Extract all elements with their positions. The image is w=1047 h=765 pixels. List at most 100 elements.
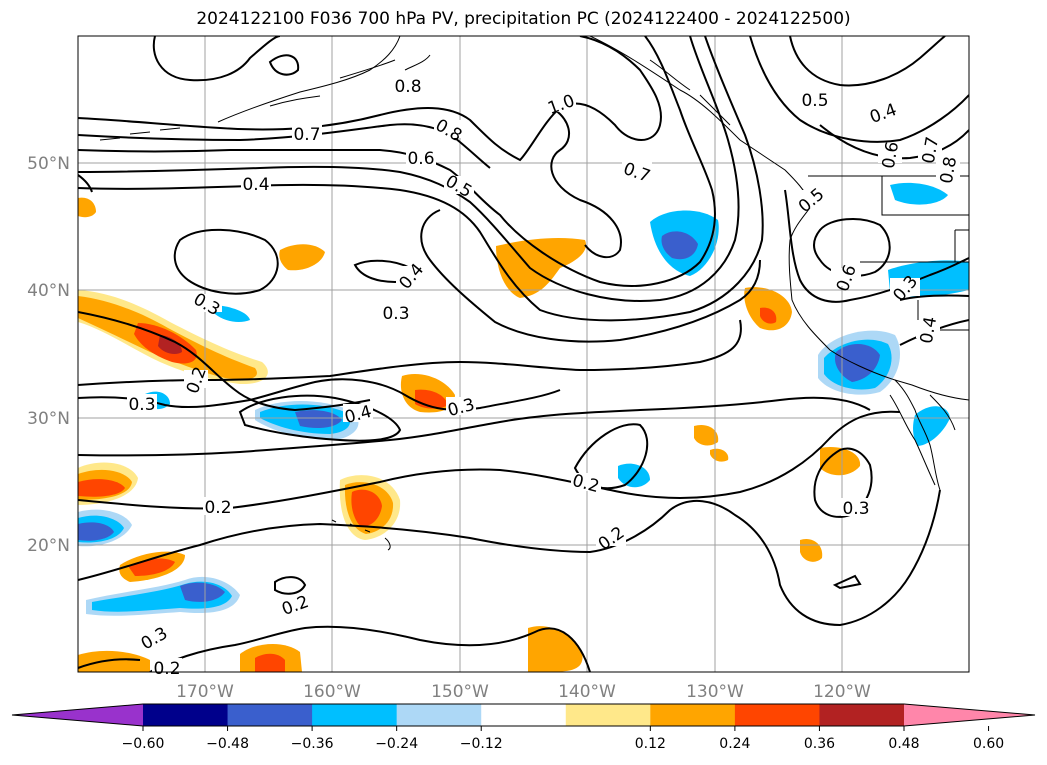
pv-contour (813, 218, 891, 277)
coastline-baja (889, 394, 956, 486)
graticule (78, 36, 969, 672)
colorbar-tick-label: −0.60 (122, 736, 165, 752)
contour-labels: 0.8 0.7 1.0 0.8 0.6 0.4 0.5 0.7 0.5 0.4 … (127, 76, 961, 679)
pv-contour (832, 574, 862, 590)
lat-label: 30°N (27, 409, 70, 429)
colorbar-segment (312, 704, 398, 726)
border-us-mexico (894, 379, 969, 401)
longitude-labels: 170°W 160°W 150°W 140°W 130°W 120°W (176, 682, 871, 702)
lon-label: 140°W (558, 682, 616, 702)
precip-blob (760, 307, 777, 324)
coastline-british-columbia (589, 36, 941, 491)
pv-contour (238, 394, 402, 442)
contour-label: 0.6 (879, 140, 903, 170)
precip-blob (661, 231, 698, 260)
coastline-alaska (217, 36, 401, 123)
colorbar-segment (396, 704, 482, 726)
lat-label: 20°N (27, 536, 70, 556)
colorbar-segment (734, 704, 820, 726)
pv-contour (78, 36, 716, 287)
precip-blob (834, 344, 880, 382)
colorbar-segment (565, 704, 651, 726)
pv-contour (789, 36, 946, 87)
pv-contour (78, 36, 740, 302)
precip-blob (496, 238, 586, 298)
precip-blob (820, 446, 861, 476)
lon-label: 160°W (303, 682, 361, 702)
colorbar-tick-label: −0.24 (375, 736, 418, 752)
colorbar-extend-high (904, 704, 1035, 726)
map-frame (77, 35, 970, 673)
coastline-islands (649, 59, 731, 126)
colorbar-tick-label: 0.24 (719, 736, 750, 752)
colorbar-tick-label: 0.48 (888, 736, 919, 752)
pv-contour (78, 396, 871, 457)
colorbar-tick-label: −0.48 (206, 736, 249, 752)
precip-blob (78, 197, 96, 218)
precip-blob (279, 244, 325, 271)
colorbar-segment (650, 704, 736, 726)
contour-label: 0.7 (293, 125, 320, 145)
precip-blob (351, 489, 382, 527)
contour-label: 0.8 (937, 155, 961, 185)
lat-label: 50°N (27, 154, 70, 174)
contour-label: 0.3 (842, 499, 869, 519)
precip-blob (913, 406, 950, 446)
colorbar-segment (227, 704, 313, 726)
aleutians (99, 127, 181, 141)
pv-contour (819, 124, 969, 160)
pv-contour (78, 319, 742, 386)
pv-contour (173, 228, 279, 295)
pv-contour (78, 311, 371, 412)
lon-label: 130°W (686, 682, 744, 702)
contour-label: 0.5 (801, 91, 828, 111)
precip-blob (78, 650, 150, 672)
contour-label: 0.5 (795, 184, 829, 217)
colorbar-tick-label: 0.12 (635, 736, 666, 752)
precip-blob (255, 653, 285, 672)
latitude-labels: 50°N 40°N 30°N 20°N (27, 154, 70, 556)
contour-label: 0.3 (382, 304, 409, 324)
pv-contour (550, 109, 622, 259)
contour-label: 0.4 (917, 315, 941, 345)
pv-contour (784, 189, 969, 303)
pv-contour (78, 174, 93, 193)
contour-label: 0.2 (204, 498, 231, 518)
contour-label: 0.2 (153, 659, 180, 679)
lat-label: 40°N (27, 281, 70, 301)
contour-label: 0.4 (242, 175, 269, 195)
coastline-alaska-south (269, 54, 431, 107)
precip-blob (295, 410, 342, 428)
colorbar: −0.60 −0.48 −0.36 −0.24 −0.12 0.12 0.24 0.36 0.4… (11, 703, 1036, 752)
pv-contour (78, 410, 901, 510)
pv-contour (78, 378, 561, 411)
pv-contour (78, 658, 141, 669)
colorbar-segment (819, 704, 905, 726)
colorbar-extend-low (12, 704, 143, 726)
precip-blob (158, 335, 182, 354)
lon-label: 170°W (176, 682, 234, 702)
precip-blob (710, 448, 729, 462)
pv-contour (274, 576, 307, 595)
pv-contour (78, 123, 491, 169)
pv-contour (749, 36, 969, 143)
colorbar-tick-label: 0.36 (804, 736, 835, 752)
pv-contour (78, 36, 662, 162)
colorbar-tick-label: −0.36 (291, 736, 334, 752)
precip-blob (180, 582, 225, 602)
contour-label: 0.8 (394, 77, 421, 97)
precip-blob (78, 479, 125, 497)
pv-contour (149, 625, 591, 672)
precip-blob (800, 538, 823, 562)
colorbar-tick-label: 0.60 (973, 736, 1004, 752)
precipitation-shading (78, 182, 969, 672)
contour-label: 0.6 (407, 149, 434, 169)
precip-blob (890, 182, 948, 205)
precip-blob (78, 522, 114, 541)
map-title: 2024122100 F036 700 hPa PV, precipitatio… (196, 9, 851, 29)
colorbar-segment (143, 704, 229, 726)
pv-contour (899, 294, 969, 301)
precip-blob (215, 305, 250, 322)
colorbar-tick-label: −0.12 (460, 736, 503, 752)
